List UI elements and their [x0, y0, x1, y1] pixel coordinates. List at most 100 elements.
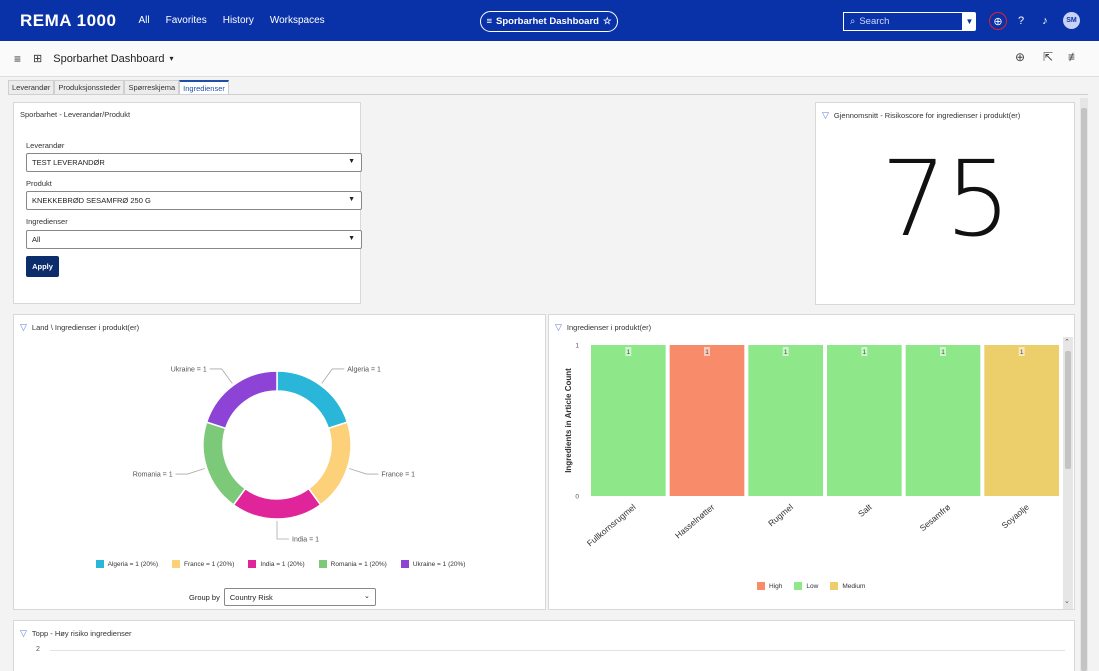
bar-rugmel[interactable] — [748, 345, 823, 496]
legend-item[interactable]: Romania = 1 (20%) — [318, 560, 387, 568]
nav-all[interactable]: All — [138, 15, 150, 26]
global-search[interactable]: ⌕ Search ▼ — [843, 12, 976, 31]
bar-fullkornsrugmel[interactable] — [591, 345, 666, 496]
risk-score-value: 75 — [880, 138, 1011, 260]
legend-item[interactable]: France = 1 (20%) — [171, 560, 234, 568]
nav-history[interactable]: History — [222, 15, 254, 26]
x-tick-label: Sesamfrø — [918, 502, 953, 533]
chevron-down-icon: ⌄ — [363, 593, 370, 600]
tab-sporreskjema[interactable]: Spørreskjema — [124, 80, 180, 94]
group-by-control: Group by Country Risk ⌄ — [189, 588, 376, 606]
scroll-down-icon[interactable]: ⌄ — [1064, 598, 1070, 605]
filter-icon[interactable]: ▽ — [20, 628, 27, 638]
hamburger-menu-icon[interactable]: ≡ — [14, 51, 22, 66]
donut-slice-algeria[interactable] — [276, 370, 349, 430]
add-widget-icon[interactable]: ⊕ — [1014, 50, 1026, 64]
filter-icon[interactable]: ▽ — [822, 110, 829, 120]
tab-ingredienser[interactable]: Ingredienser — [179, 80, 229, 94]
share-icon[interactable]: ⇱ — [1042, 50, 1054, 64]
legend-label: High — [769, 582, 783, 590]
dashboard-name[interactable]: Sporbarhet Dashboard — [53, 52, 165, 65]
y-axis-label: Ingredients in Article Count — [564, 368, 573, 473]
avatar[interactable]: SM — [1063, 12, 1080, 29]
supplier-label: Leverandør — [26, 141, 65, 150]
product-value: KNEKKEBRØD SESAMFRØ 250 G — [32, 196, 151, 205]
ingredients-title-row: ▽ Ingredienser i produkt(er) — [555, 322, 651, 333]
bar-data-label: 1 — [1020, 349, 1024, 356]
brand-logo[interactable]: REMA 1000 — [20, 11, 116, 31]
dashboard-toolbar: ≡ ⊞ Sporbarhet Dashboard ▾ — [0, 41, 1099, 77]
data-label-bg — [940, 347, 946, 356]
group-by-select[interactable]: Country Risk ⌄ — [223, 588, 376, 606]
top-risk-panel-title: Topp - Høy risiko ingredienser — [31, 629, 132, 638]
donut-data-label: Romania = 1 — [133, 472, 173, 479]
donut-slice-france[interactable] — [307, 421, 352, 506]
legend-swatch — [95, 560, 104, 568]
filter-icon[interactable]: ▽ — [20, 322, 27, 332]
group-by-value: Country Risk — [229, 592, 273, 602]
apply-button[interactable]: Apply — [26, 256, 59, 277]
donut-label-leader — [276, 521, 289, 540]
bar-salt[interactable] — [827, 345, 902, 496]
tab-produksjonssteder[interactable]: Produksjonssteder — [54, 80, 125, 94]
chart-scrollbar-thumb[interactable] — [1065, 351, 1071, 469]
search-icon: ⌕ — [850, 16, 856, 27]
search-scope-dropdown[interactable]: ▼ — [965, 17, 974, 26]
filter-icon[interactable]: ▽ — [555, 322, 562, 332]
legend-swatch — [318, 560, 327, 568]
notification-bell-icon[interactable]: ♪ — [1042, 15, 1048, 27]
bar-hasselnøtter[interactable] — [669, 345, 745, 496]
y-tick-label: 2 — [36, 646, 40, 653]
nav-workspaces[interactable]: Workspaces — [269, 15, 325, 26]
grid-line — [50, 650, 1065, 651]
country-donut-chart: Algeria = 1 France = 1 India = 1 Romania = … — [133, 366, 415, 543]
help-icon[interactable]: ? — [1017, 15, 1025, 27]
x-tick-label: Rugmel — [766, 502, 795, 529]
scroll-up-icon[interactable]: ⌃ — [1064, 339, 1070, 346]
donut-slice-ukraine[interactable] — [205, 370, 278, 430]
dashboard-title-pill[interactable]: ≡ Sporbarhet Dashboard ☆ — [480, 11, 618, 32]
risk-score-title-row: ▽ Gjennomsnitt - Risikoscore for ingredi… — [822, 110, 1020, 121]
ingredients-select[interactable]: All ▼ — [26, 230, 362, 249]
donut-data-label: Algeria = 1 — [347, 366, 381, 373]
legend-item[interactable]: India = 1 (20%) — [248, 560, 305, 568]
chevron-down-icon[interactable]: ▾ — [169, 54, 174, 63]
bar-soyaolje[interactable] — [984, 345, 1059, 496]
tab-leverandor[interactable]: Leverandør — [8, 80, 55, 94]
legend-item[interactable]: Algeria = 1 (20%) — [95, 560, 158, 568]
product-select[interactable]: KNEKKEBRØD SESAMFRØ 250 G ▼ — [26, 191, 362, 210]
legend-item-high[interactable]: High — [757, 582, 782, 590]
legend-swatch — [794, 582, 803, 590]
star-icon[interactable]: ☆ — [602, 16, 612, 27]
donut-data-label: Ukraine = 1 — [171, 366, 207, 373]
chart-scrollbar[interactable] — [1063, 337, 1073, 609]
list-icon: ≡ — [486, 16, 493, 27]
chevron-down-icon: ▼ — [348, 235, 355, 242]
legend-swatch — [757, 582, 765, 590]
donut-label-leader — [349, 468, 379, 475]
legend-item[interactable]: Ukraine = 1 (20%) — [400, 560, 465, 568]
x-tick-label: Fullkornsrugmel — [585, 502, 638, 549]
nav-favorites[interactable]: Favorites — [165, 15, 207, 26]
x-tick-label: Hasselnøtter — [673, 502, 716, 541]
chevron-down-icon: ▼ — [348, 196, 355, 203]
top-risk-title-row: ▽ Topp - Høy risiko ingredienser — [20, 628, 132, 639]
page-scrollbar-thumb[interactable] — [1081, 108, 1087, 671]
data-label-bg — [861, 347, 868, 356]
filter-settings-icon[interactable]: ≢ — [1068, 50, 1080, 64]
donut-label-leader — [209, 368, 233, 384]
donut-slice-romania[interactable] — [202, 421, 247, 506]
bar-sesamfrø[interactable] — [905, 345, 981, 496]
x-tick-label: Salt — [856, 501, 874, 518]
ingredients-panel-title: Ingredienser i produkt(er) — [566, 323, 652, 332]
legend-item-medium[interactable]: Medium — [830, 582, 865, 590]
legend-swatch — [400, 560, 409, 568]
search-input[interactable]: ⌕ Search — [843, 12, 963, 31]
ingredients-value: All — [32, 235, 41, 244]
ingredients-panel: ▽ Ingredienser i produkt(er) Ingredients… — [548, 314, 1075, 610]
globe-icon[interactable]: ⊕ — [989, 12, 1007, 30]
donut-slice-india[interactable] — [232, 487, 322, 520]
supplier-select[interactable]: TEST LEVERANDØR ▼ — [26, 153, 362, 172]
filter-panel: Sporbarhet - Leverandør/Produkt Leverand… — [13, 102, 362, 304]
legend-item-low[interactable]: Low — [794, 582, 818, 590]
